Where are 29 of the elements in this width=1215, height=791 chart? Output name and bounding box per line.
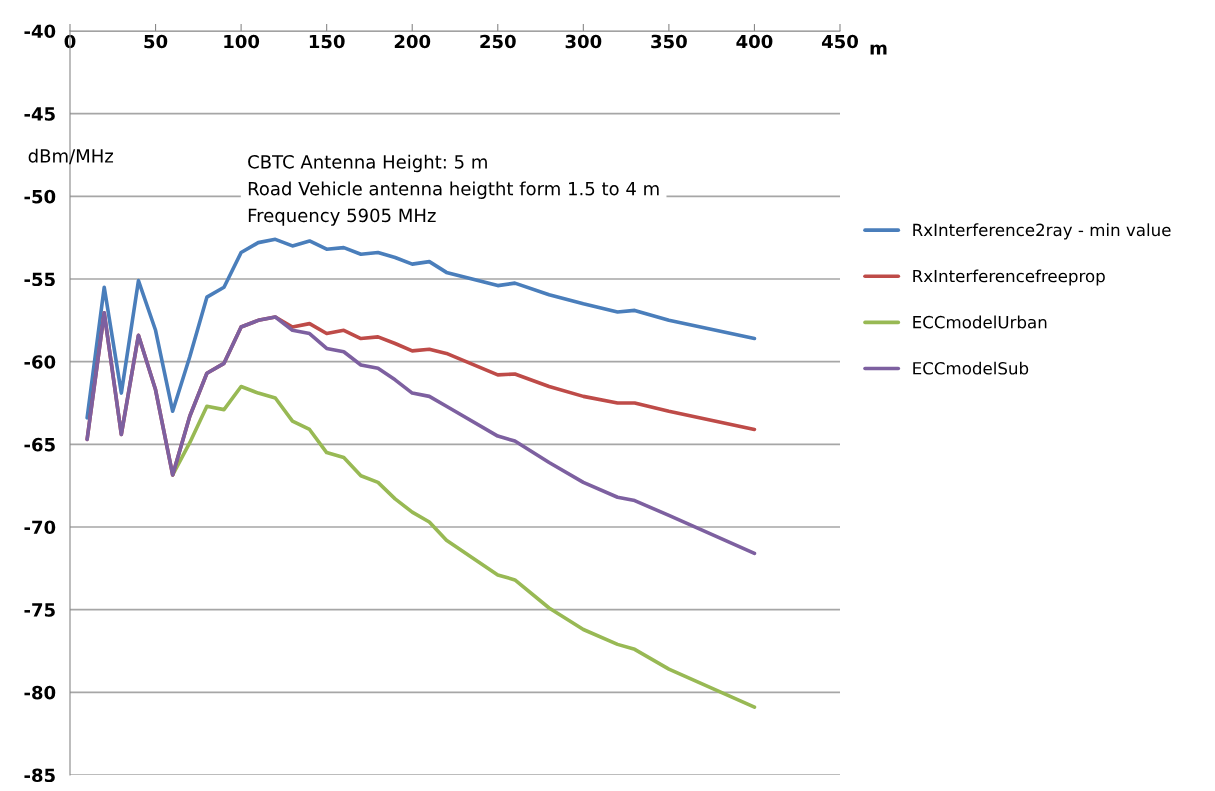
x-axis-title: m — [870, 44, 887, 55]
y-tick-label: -80 — [24, 685, 56, 700]
x-tick-label: 0 — [64, 34, 76, 49]
legend-label: ECCmodelUrban — [913, 315, 1047, 329]
y-axis-title: dBm/MHz — [28, 148, 114, 165]
annotation: Frequency 5905 MHz — [248, 208, 436, 226]
y-tick-label: -45 — [24, 107, 55, 121]
y-tick-label: -85 — [24, 768, 55, 783]
x-tick-label: 150 — [309, 34, 345, 49]
x-tick-label: 250 — [480, 34, 516, 49]
y-tick-label: -55 — [24, 272, 55, 287]
legend-label: RxInterference2ray - min value — [913, 223, 1171, 240]
annotation: CBTC Antenna Height: 5 m — [248, 154, 487, 173]
x-tick-label: 450 — [821, 34, 858, 49]
y-tick-label: -70 — [24, 520, 56, 535]
y-tick-label: -75 — [24, 603, 55, 617]
y-tick-label: -40 — [24, 24, 56, 39]
x-tick-label: 400 — [736, 34, 773, 49]
annotation: Road Vehicle antenna heigtht form 1.5 to 4 m — [248, 181, 659, 199]
legend-label: ECCmodelSub — [913, 361, 1029, 375]
x-tick-label: 350 — [651, 34, 687, 49]
x-tick-label: 50 — [144, 34, 168, 49]
y-tick-label: -60 — [24, 355, 56, 369]
x-tick-label: 100 — [224, 34, 260, 49]
y-tick-label: -50 — [24, 189, 56, 204]
legend-label: RxInterferencefreeprop — [913, 269, 1105, 286]
x-tick-label: 200 — [394, 34, 431, 49]
y-tick-label: -65 — [24, 437, 55, 452]
x-tick-label: 300 — [565, 34, 602, 49]
